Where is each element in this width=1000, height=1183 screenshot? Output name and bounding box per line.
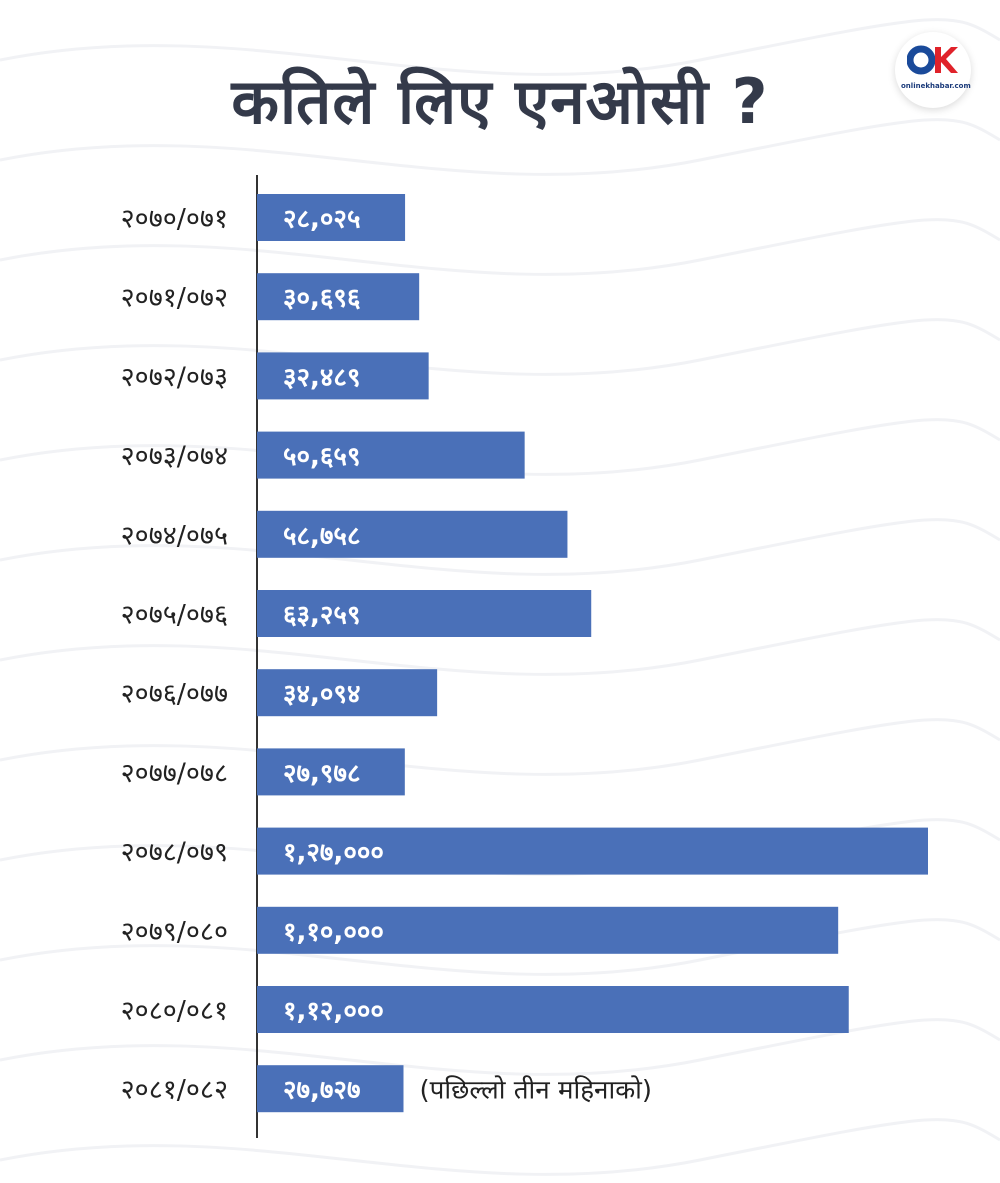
bar [257, 669, 438, 717]
value-label: २७,७२७ [283, 1076, 360, 1106]
value-label: ५८,७५८ [283, 521, 360, 551]
bar [257, 352, 429, 400]
value-label: २८,०२५ [283, 205, 360, 235]
category-label: २०७७/०७८ [121, 758, 228, 789]
category-label: २०७९/०८० [121, 916, 228, 947]
chart-title: कतिले लिए एनओसी ? [231, 65, 769, 138]
value-label: ३२,४८९ [283, 363, 360, 393]
category-label: २०७५/०७६ [121, 600, 228, 631]
category-label: २०७४/०७५ [121, 520, 228, 551]
bar [257, 748, 405, 796]
value-label: १,१०,००० [283, 917, 384, 947]
category-label: २०७६/०७७ [121, 679, 228, 710]
bar [257, 590, 592, 637]
value-label: २७,९७८ [283, 759, 360, 789]
value-label: ६३,२५९ [283, 601, 360, 631]
bar [257, 827, 928, 875]
value-label: ३४,०९४ [283, 680, 360, 710]
value-label: १,१२,००० [283, 997, 384, 1027]
onlinekhabar-logo: onlinekhabar.com [895, 32, 971, 108]
logo-wordmark: onlinekhabar.com [901, 82, 971, 90]
value-label: १,२७,००० [283, 838, 384, 868]
category-label: २०७२/०७३ [121, 362, 228, 393]
category-label: २०८०/०८१ [121, 996, 228, 1027]
annotation-note: (पछिल्लो तीन महिनाको) [419, 1075, 652, 1106]
category-label: २०७१/०७२ [121, 283, 228, 314]
bar [257, 273, 420, 321]
value-label: ३०,६९६ [283, 284, 360, 314]
bar [257, 986, 849, 1033]
bar [257, 1065, 404, 1113]
bar [257, 431, 525, 479]
category-label: २०७३/०७४ [121, 441, 228, 472]
category-label: २०७०/०७१ [121, 204, 228, 235]
category-label: २०८१/०८२ [121, 1075, 228, 1106]
bar [257, 510, 568, 558]
ok-logo-icon [907, 45, 958, 75]
bar [257, 194, 406, 241]
value-label: ५०,६५९ [283, 442, 360, 472]
category-label: २०७८/०७९ [121, 837, 228, 868]
bar [257, 906, 839, 954]
